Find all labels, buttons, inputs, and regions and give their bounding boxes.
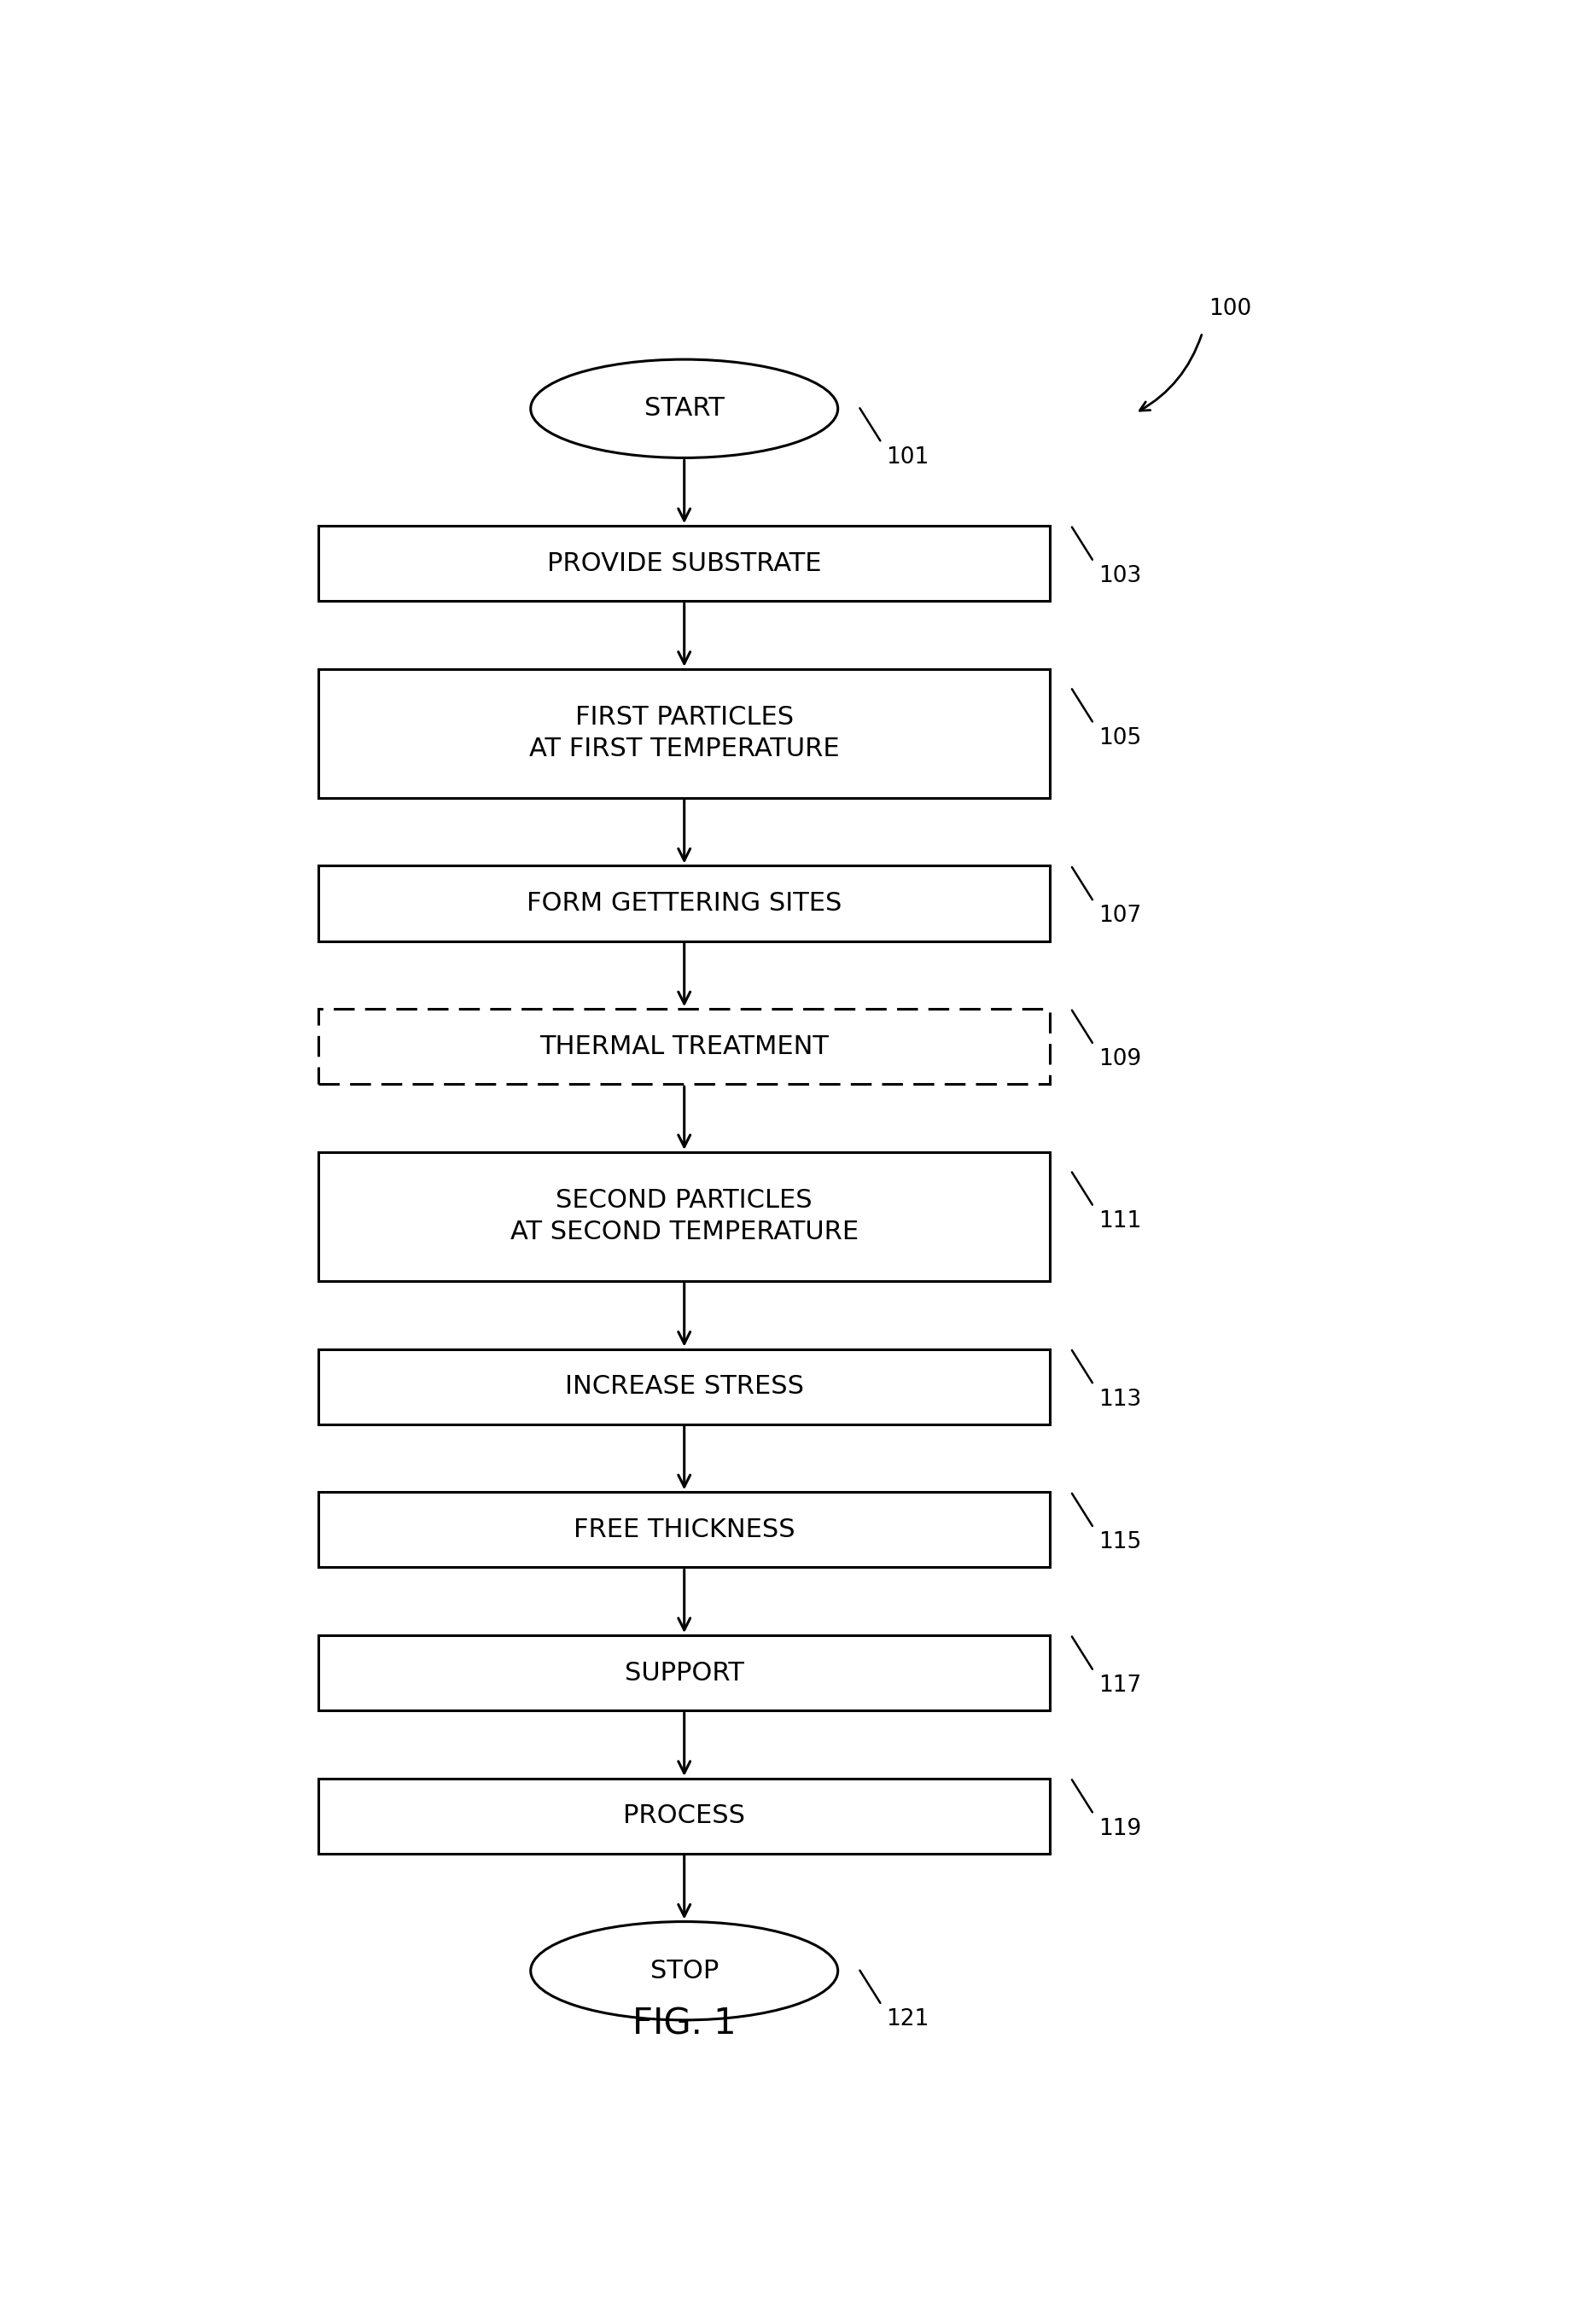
Text: 115: 115 <box>1098 1532 1142 1552</box>
Text: SUPPORT: SUPPORT <box>624 1662 744 1685</box>
Text: PROVIDE SUBSTRATE: PROVIDE SUBSTRATE <box>547 551 821 576</box>
Text: THERMAL TREATMENT: THERMAL TREATMENT <box>540 1034 829 1060</box>
FancyBboxPatch shape <box>318 1778 1051 1855</box>
FancyBboxPatch shape <box>318 1348 1051 1425</box>
Text: FIG. 1: FIG. 1 <box>632 2006 736 2040</box>
Text: 100: 100 <box>1208 297 1252 321</box>
Text: INCREASE STRESS: INCREASE STRESS <box>565 1373 804 1399</box>
Text: 103: 103 <box>1098 565 1142 588</box>
FancyBboxPatch shape <box>318 1153 1051 1281</box>
FancyBboxPatch shape <box>318 867 1051 941</box>
Text: 121: 121 <box>886 2008 930 2031</box>
FancyBboxPatch shape <box>318 669 1051 797</box>
Ellipse shape <box>530 1922 838 2020</box>
Text: STOP: STOP <box>650 1959 719 1982</box>
Text: START: START <box>645 395 724 421</box>
Text: PROCESS: PROCESS <box>623 1803 746 1829</box>
Ellipse shape <box>530 360 838 458</box>
Text: 101: 101 <box>886 446 930 469</box>
Text: 105: 105 <box>1098 727 1142 748</box>
Text: 117: 117 <box>1098 1676 1142 1697</box>
Text: FIRST PARTICLES
AT FIRST TEMPERATURE: FIRST PARTICLES AT FIRST TEMPERATURE <box>529 704 840 762</box>
Text: FREE THICKNESS: FREE THICKNESS <box>574 1518 794 1543</box>
FancyBboxPatch shape <box>318 1636 1051 1710</box>
Text: 113: 113 <box>1098 1387 1142 1411</box>
FancyBboxPatch shape <box>318 525 1051 602</box>
Text: SECOND PARTICLES
AT SECOND TEMPERATURE: SECOND PARTICLES AT SECOND TEMPERATURE <box>510 1188 859 1246</box>
Text: 107: 107 <box>1098 904 1142 927</box>
Text: 109: 109 <box>1098 1048 1142 1071</box>
Text: 111: 111 <box>1098 1211 1142 1232</box>
Text: FORM GETTERING SITES: FORM GETTERING SITES <box>527 890 842 916</box>
FancyBboxPatch shape <box>318 1492 1051 1566</box>
Text: 119: 119 <box>1098 1817 1142 1841</box>
FancyBboxPatch shape <box>318 1009 1051 1083</box>
